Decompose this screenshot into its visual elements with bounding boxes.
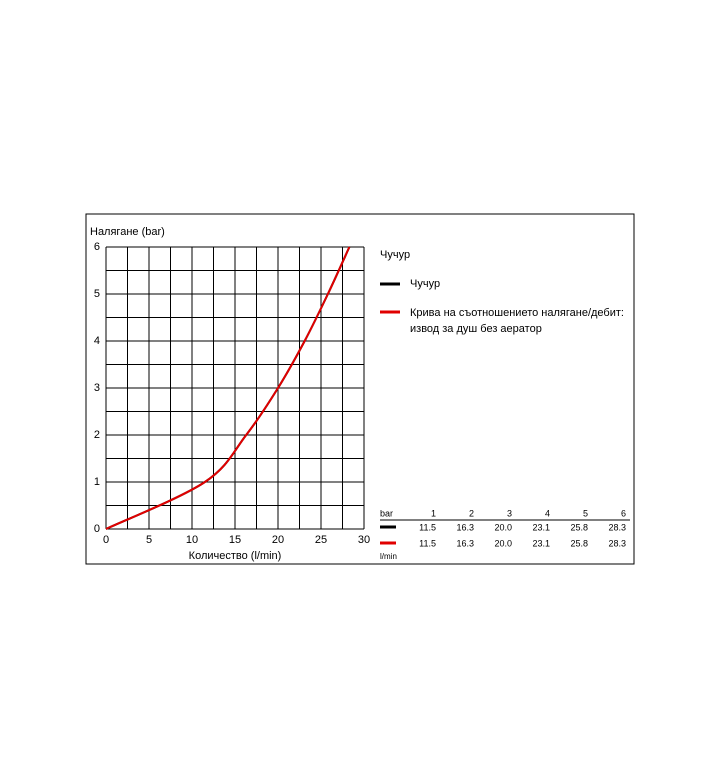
y-tick-label: 3 — [94, 382, 100, 394]
x-tick-label: 5 — [146, 534, 152, 546]
table-header: 2 — [469, 508, 474, 518]
table-cell: 28.3 — [608, 522, 626, 532]
x-axis-label: Количество (l/min) — [189, 550, 282, 562]
y-axis-label: Налягане (bar) — [90, 226, 165, 238]
table-cell: 20.0 — [494, 538, 512, 548]
y-tick-label: 2 — [94, 429, 100, 441]
table-cell: 23.1 — [532, 522, 550, 532]
table-cell: 20.0 — [494, 522, 512, 532]
table-cell: 25.8 — [570, 522, 588, 532]
x-tick-label: 10 — [186, 534, 198, 546]
table-header: 1 — [431, 508, 436, 518]
table-unit: l/min — [380, 552, 397, 561]
frame — [85, 213, 635, 565]
table-cell: 16.3 — [456, 522, 474, 532]
x-tick-label: 30 — [358, 534, 370, 546]
y-tick-label: 0 — [94, 523, 100, 535]
table-cell: 11.5 — [419, 538, 436, 548]
table-header: 4 — [545, 508, 550, 518]
table-cell: 23.1 — [532, 538, 550, 548]
legend-label: Крива на съотношението налягане/дебит: и… — [410, 307, 624, 335]
y-tick-label: 5 — [94, 288, 100, 300]
table-cell: 11.5 — [419, 522, 436, 532]
table-cell: 28.3 — [608, 538, 626, 548]
legend-label: Чучур — [410, 278, 441, 290]
x-tick-label: 0 — [103, 534, 109, 546]
x-tick-label: 15 — [229, 534, 241, 546]
y-tick-label: 4 — [94, 335, 100, 347]
table-cell: 16.3 — [456, 538, 474, 548]
legend-title: Чучур — [380, 249, 410, 261]
y-tick-label: 1 — [94, 476, 100, 488]
series-line — [105, 246, 351, 530]
table-unit: bar — [380, 508, 393, 518]
table-header: 5 — [583, 508, 588, 518]
x-tick-label: 20 — [272, 534, 284, 546]
table-header: 6 — [621, 508, 626, 518]
table-cell: 25.8 — [570, 538, 588, 548]
x-tick-label: 25 — [315, 534, 327, 546]
table-header: 3 — [507, 508, 512, 518]
y-tick-label: 6 — [94, 241, 100, 253]
